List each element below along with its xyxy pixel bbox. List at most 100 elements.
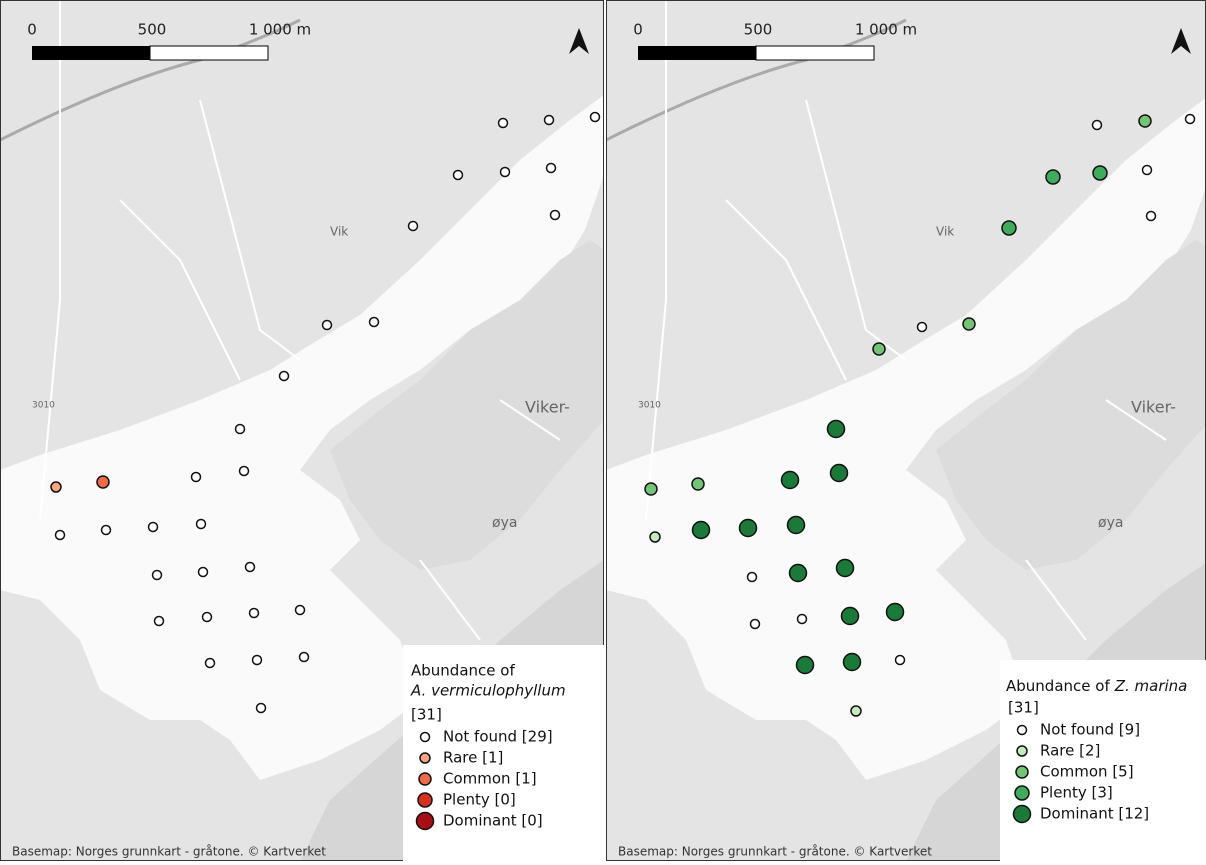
scale-bar-white: [150, 46, 268, 60]
sample-site: [1143, 166, 1152, 175]
place-label: Vik: [936, 225, 954, 239]
sample-site: [155, 617, 164, 626]
legend-label: Dominant [12]: [1040, 805, 1149, 823]
legend-total: [31]: [411, 706, 442, 724]
road-label: 3010: [638, 401, 661, 411]
sample-site: [1046, 170, 1060, 184]
sample-site: [844, 654, 861, 671]
legend-swatch: [421, 733, 430, 742]
sample-site: [203, 613, 212, 622]
scale-label: 1 000 m: [855, 21, 917, 39]
sample-site: [1186, 115, 1195, 124]
sample-site: [797, 657, 814, 674]
sample-site: [51, 482, 61, 492]
legend-title-text: Abundance of: [1006, 677, 1110, 695]
sample-site: [547, 164, 556, 173]
legend-swatch: [1015, 786, 1029, 800]
sample-site: [454, 171, 463, 180]
sample-site: [250, 609, 259, 618]
sample-site: [963, 318, 975, 330]
sample-site: [206, 659, 215, 668]
sample-site: [1093, 166, 1107, 180]
sample-site: [56, 531, 65, 540]
legend-label: Common [5]: [1040, 763, 1134, 781]
sample-site: [918, 323, 927, 332]
sample-site: [499, 119, 508, 128]
legend-label: Common [1]: [443, 770, 537, 788]
legend-species: A. vermiculophyllum: [410, 682, 566, 700]
scale-bar-white: [756, 46, 874, 60]
sample-site: [149, 523, 158, 532]
sample-site: [790, 565, 807, 582]
sample-site: [280, 372, 289, 381]
sample-site: [740, 520, 757, 537]
sample-site: [1093, 121, 1102, 130]
sample-site: [300, 653, 309, 662]
sample-site: [97, 476, 109, 488]
sample-site: [192, 473, 201, 482]
sample-site: [831, 465, 848, 482]
legend-swatch: [1018, 726, 1027, 735]
scale-bar-black: [638, 46, 756, 60]
sample-site: [323, 321, 332, 330]
legend-label: Plenty [0]: [443, 791, 516, 809]
legend-swatch: [417, 813, 434, 830]
sample-site: [240, 467, 249, 476]
place-label: øya: [492, 515, 517, 531]
scale-label: 500: [744, 21, 773, 39]
sample-site: [370, 318, 379, 327]
sample-site: [788, 517, 805, 534]
scale-label: 1 000 m: [249, 21, 311, 39]
legend-label: Plenty [3]: [1040, 784, 1113, 802]
sample-site: [798, 615, 807, 624]
road-label: 3010: [32, 401, 55, 411]
legend-species: Z. marina: [1114, 677, 1188, 695]
sample-site: [851, 706, 861, 716]
scale-label: 0: [27, 21, 37, 39]
legend-swatch: [1017, 746, 1027, 756]
scale-label: 500: [138, 21, 167, 39]
sample-site: [751, 620, 760, 629]
legend-total: [31]: [1008, 699, 1039, 717]
legend-swatch: [1016, 766, 1028, 778]
sample-site: [199, 568, 208, 577]
legend-swatch: [420, 753, 430, 763]
sample-site: [896, 656, 905, 665]
scale-label: 0: [633, 21, 643, 39]
legend-title: Abundance of: [411, 662, 515, 680]
sample-site: [1147, 212, 1156, 221]
place-label: Viker-: [525, 398, 570, 417]
sample-site: [296, 606, 305, 615]
legend-label: Rare [1]: [443, 749, 503, 767]
sample-site: [501, 168, 510, 177]
scale-bar-black: [32, 46, 150, 60]
sample-site: [545, 116, 554, 125]
sample-site: [197, 520, 206, 529]
sample-site: [591, 113, 600, 122]
sample-site: [102, 526, 111, 535]
sample-site: [842, 608, 859, 625]
legend-label: Dominant [0]: [443, 812, 543, 830]
sample-site: [551, 211, 560, 220]
sample-site: [782, 472, 799, 489]
sample-site: [693, 522, 710, 539]
legend-swatch: [418, 793, 432, 807]
legend-label: Rare [2]: [1040, 742, 1100, 760]
legend-label: Not found [9]: [1040, 721, 1140, 739]
sample-site: [257, 704, 266, 713]
sample-site: [236, 425, 245, 434]
page: {"panels": [ {"scale": {"zero": "0", "mi…: [0, 0, 1206, 861]
sample-site: [253, 656, 262, 665]
sample-site: [837, 560, 854, 577]
legend-swatch: [1014, 806, 1031, 823]
sample-site: [645, 483, 657, 495]
sample-site: [887, 604, 904, 621]
credit: Basemap: Norges grunnkart - gråtone. © K…: [12, 845, 326, 859]
sample-site: [246, 563, 255, 572]
sample-site: [873, 343, 885, 355]
sample-site: [650, 532, 660, 542]
place-label: øya: [1098, 515, 1123, 531]
sample-site: [692, 478, 704, 490]
sample-site: [1139, 115, 1151, 127]
